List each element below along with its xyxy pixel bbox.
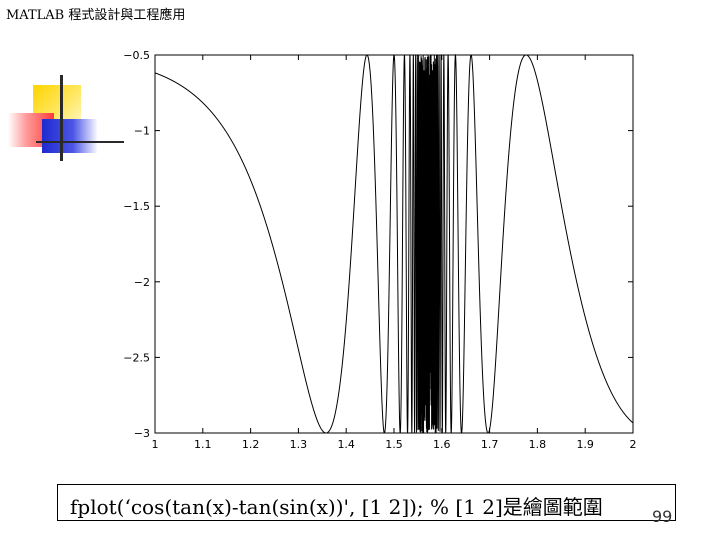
y-tick-label: −3	[134, 427, 150, 440]
x-tick-label: 1.6	[433, 438, 451, 451]
x-axis-ticks: 1 1.1 1.2 1.3 1.4 1.5 1.6 1.7 1.8 1.9 2	[152, 55, 637, 451]
y-tick-label: −1.5	[123, 200, 150, 213]
x-tick-label: 1	[152, 438, 159, 451]
y-tick-label: −2	[134, 276, 150, 289]
y-tick-label: −2.5	[123, 351, 150, 364]
blue-square-shape	[42, 119, 98, 153]
horizontal-rule-line	[36, 141, 124, 143]
x-tick-label: 1.7	[481, 438, 499, 451]
x-tick-label: 1.9	[576, 438, 594, 451]
x-tick-label: 1.3	[290, 438, 308, 451]
slide-header-title: MATLAB 程式設計與工程應用	[6, 8, 186, 23]
vertical-rule-line	[60, 75, 63, 161]
curve-line	[154, 53, 634, 434]
code-caption-text: fplot(‘cos(tan(x)-tan(sin(x))', [1 2]); …	[70, 495, 603, 519]
decorative-squares-logo	[8, 75, 126, 165]
code-caption-box: fplot(‘cos(tan(x)-tan(sin(x))', [1 2]); …	[57, 484, 676, 521]
x-tick-label: 1.8	[529, 438, 547, 451]
x-tick-label: 1.4	[337, 438, 355, 451]
x-tick-label: 1.5	[385, 438, 403, 451]
y-tick-label: −0.5	[123, 49, 150, 62]
page-number: 99	[652, 507, 673, 526]
x-tick-label: 1.2	[242, 438, 260, 451]
y-axis-ticks: −0.5 −1 −1.5 −2 −2.5 −3	[123, 49, 633, 440]
plot-area-frame	[154, 54, 634, 434]
x-tick-label: 2	[630, 438, 637, 451]
y-tick-label: −1	[134, 125, 150, 138]
x-tick-label: 1.1	[194, 438, 212, 451]
